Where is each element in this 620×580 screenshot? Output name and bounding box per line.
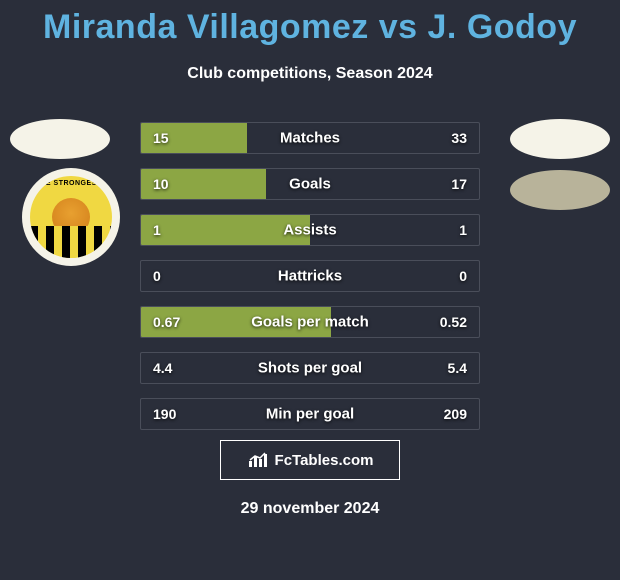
stat-value-left: 10 xyxy=(153,176,169,192)
chart-icon xyxy=(247,451,269,469)
team-badge-right-placeholder-1 xyxy=(510,119,610,159)
date-label: 29 november 2024 xyxy=(0,500,620,518)
stat-value-right: 33 xyxy=(451,130,467,146)
club-logo-strongest: HE STRONGEST xyxy=(22,168,120,266)
stat-row: 0Hattricks0 xyxy=(140,260,480,292)
stat-value-left: 4.4 xyxy=(153,360,172,376)
stat-label: Shots per goal xyxy=(141,360,479,377)
stat-value-left: 190 xyxy=(153,406,176,422)
stat-row: 190Min per goal209 xyxy=(140,398,480,430)
subtitle: Club competitions, Season 2024 xyxy=(0,65,620,83)
club-stripes xyxy=(30,226,112,258)
stat-value-right: 1 xyxy=(459,222,467,238)
team-badge-right-placeholder-2 xyxy=(510,170,610,210)
stats-bar-chart: 15Matches3310Goals171Assists10Hattricks0… xyxy=(140,122,480,444)
stat-value-right: 0.52 xyxy=(440,314,467,330)
stat-row: 0.67Goals per match0.52 xyxy=(140,306,480,338)
team-badge-left-placeholder xyxy=(10,119,110,159)
stat-value-left: 0 xyxy=(153,268,161,284)
stat-value-right: 209 xyxy=(444,406,467,422)
stat-bar-fill xyxy=(141,215,310,245)
stat-label: Min per goal xyxy=(141,406,479,423)
stat-row: 1Assists1 xyxy=(140,214,480,246)
stat-value-left: 0.67 xyxy=(153,314,180,330)
stat-value-right: 17 xyxy=(451,176,467,192)
stat-value-left: 15 xyxy=(153,130,169,146)
stat-row: 15Matches33 xyxy=(140,122,480,154)
stat-row: 4.4Shots per goal5.4 xyxy=(140,352,480,384)
footer-label: FcTables.com xyxy=(275,452,374,469)
stat-label: Hattricks xyxy=(141,268,479,285)
club-logo-text: HE STRONGEST xyxy=(40,180,101,187)
stat-value-right: 0 xyxy=(459,268,467,284)
stat-value-right: 5.4 xyxy=(448,360,467,376)
stat-row: 10Goals17 xyxy=(140,168,480,200)
page-title: Miranda Villagomez vs J. Godoy xyxy=(0,0,620,47)
footer-attribution: FcTables.com xyxy=(220,440,400,480)
stat-value-left: 1 xyxy=(153,222,161,238)
